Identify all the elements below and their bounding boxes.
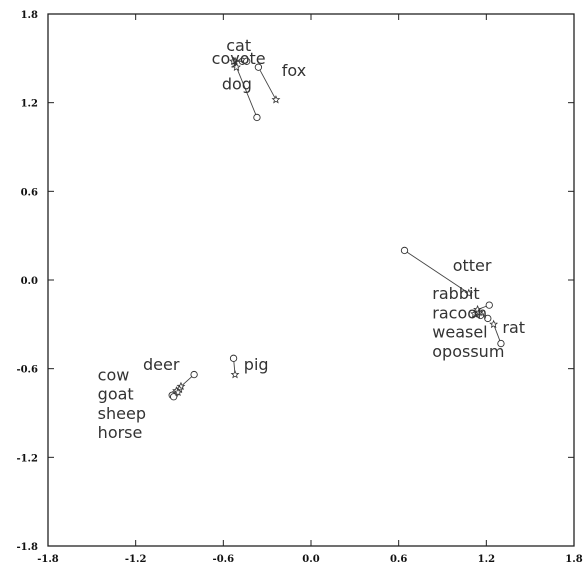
point-label: cow — [98, 365, 130, 384]
x-tick-label: 1.8 — [565, 554, 582, 565]
star-point — [489, 319, 499, 329]
star-point — [474, 307, 484, 317]
point-label: goat — [98, 385, 134, 404]
x-tick-label: -0.6 — [213, 554, 235, 565]
point-label: deer — [143, 355, 180, 374]
point-label: fox — [282, 61, 306, 80]
pair-connector — [236, 67, 258, 118]
circle-point — [254, 63, 263, 71]
circle-point — [190, 370, 198, 379]
circle-point — [400, 246, 409, 255]
circle-point — [243, 57, 251, 65]
point-label: rat — [502, 318, 525, 337]
circle-point — [485, 301, 493, 309]
y-tick-label: 1.2 — [21, 99, 38, 110]
x-tick-label: 0.0 — [302, 554, 319, 565]
point-label: opossum — [432, 342, 504, 361]
point-label: rabbit — [432, 284, 479, 303]
point-label: racoon — [432, 303, 487, 322]
star-point — [271, 95, 281, 104]
pair-connector — [258, 66, 277, 100]
point-label: dog — [222, 74, 252, 93]
star-point — [230, 369, 240, 379]
pair-connector — [404, 250, 470, 294]
y-tick-label: 1.8 — [21, 10, 38, 21]
circle-point — [229, 354, 238, 362]
circle-point — [497, 339, 505, 348]
y-tick-label: 0.0 — [21, 276, 38, 287]
y-tick-label: -1.2 — [16, 453, 38, 464]
y-tick-label: -1.8 — [16, 542, 38, 553]
tick-marks — [47, 13, 575, 547]
x-tick-label: 1.2 — [478, 554, 495, 565]
point-label: weasel — [432, 323, 487, 342]
point-label: coyote — [212, 49, 266, 68]
x-tick-label: -1.8 — [37, 554, 59, 565]
x-tick-label: -1.2 — [125, 554, 147, 565]
circle-point — [253, 113, 261, 122]
circle-point — [170, 393, 178, 401]
y-tick-label: 0.6 — [21, 187, 38, 198]
star-point — [173, 387, 183, 397]
point-label: otter — [453, 256, 492, 275]
data-pairs — [168, 56, 505, 401]
x-tick-label: 0.6 — [390, 554, 407, 565]
plot-frame — [47, 13, 575, 547]
y-tick-labels: 1.8 1.2 0.6 0.0 -0.6 -1.2 -1.8 — [16, 10, 38, 553]
point-label: cat — [226, 36, 251, 55]
star-point — [464, 288, 474, 298]
x-tick-labels: -1.8 -1.2 -0.6 0.0 0.6 1.2 1.8 — [37, 554, 583, 565]
y-tick-label: -0.6 — [16, 365, 38, 376]
point-label: sheep — [98, 404, 146, 423]
point-label: pig — [244, 355, 269, 374]
circle-point — [484, 314, 492, 323]
point-label: horse — [98, 423, 143, 442]
star-point — [232, 62, 241, 71]
star-point — [229, 56, 238, 66]
